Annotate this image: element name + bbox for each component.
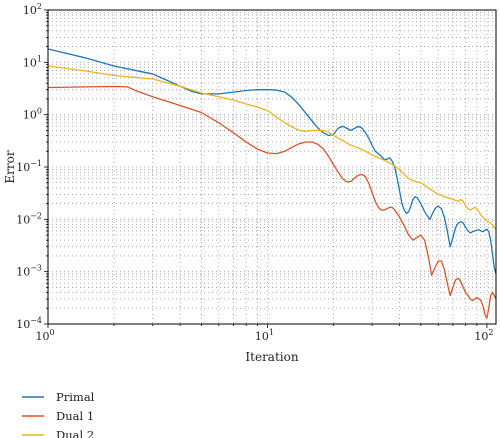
axis-ticks: 100 101 102 102 101 100 10−1 10−2 10−3 10−4 (16, 2, 493, 343)
x-axis-title: Iteration (245, 350, 298, 364)
legend-label: Primal (56, 390, 95, 404)
y-tick-label: 102 (23, 2, 42, 17)
grid (47, 10, 496, 324)
x-tick-label: 100 (35, 328, 54, 343)
series-line-dual-2 (48, 65, 496, 230)
series-line-dual-1 (48, 85, 496, 319)
legend: Primal Dual 1 Dual 2 (22, 390, 95, 438)
legend-label: Dual 1 (56, 409, 94, 423)
x-tick-label: 101 (255, 328, 274, 343)
series-line-primal (48, 48, 496, 275)
y-axis-title: Error (3, 150, 17, 183)
series-lines (48, 48, 496, 319)
legend-label: Dual 2 (56, 428, 94, 438)
y-tick-label: 100 (23, 107, 42, 122)
y-tick-label: 10−2 (16, 211, 42, 226)
y-tick-label: 10−3 (16, 264, 42, 279)
y-tick-label: 10−4 (16, 316, 42, 331)
y-tick-label: 101 (23, 54, 42, 69)
y-tick-label: 10−1 (16, 159, 42, 174)
x-tick-label: 102 (474, 328, 493, 343)
